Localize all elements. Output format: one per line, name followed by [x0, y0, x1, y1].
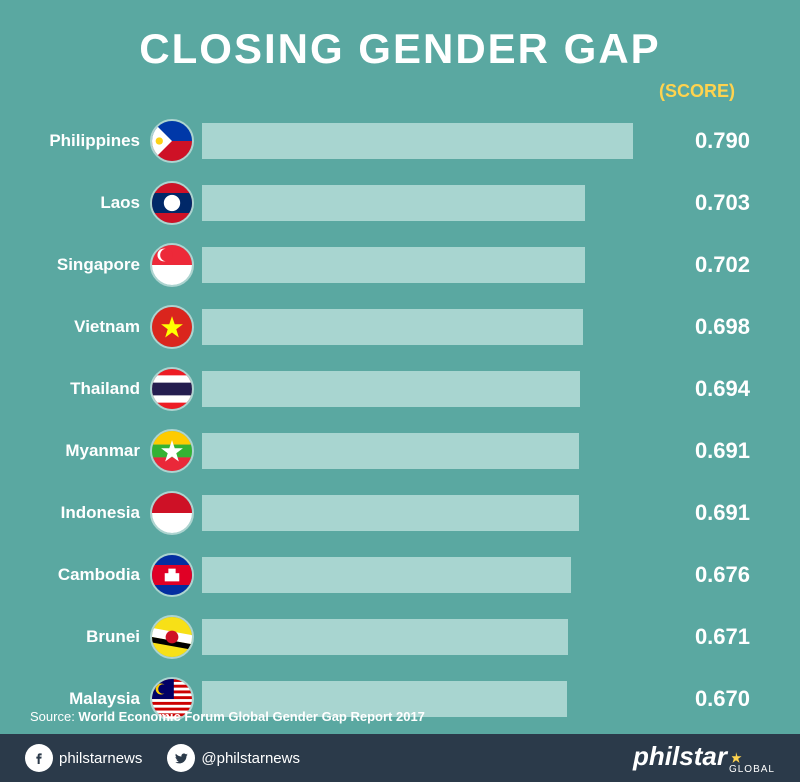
- country-label: Singapore: [40, 255, 150, 275]
- score-value: 0.790: [660, 128, 770, 154]
- country-label: Cambodia: [40, 565, 150, 585]
- country-label: Philippines: [40, 131, 150, 151]
- score-value: 0.691: [660, 438, 770, 464]
- bar-fill: [202, 247, 585, 283]
- flag-icon: [150, 553, 194, 597]
- source-name: World Economic Forum Global Gender Gap R…: [78, 709, 425, 724]
- source-citation: Source: World Economic Forum Global Gend…: [30, 709, 425, 724]
- country-label: Vietnam: [40, 317, 150, 337]
- score-value: 0.698: [660, 314, 770, 340]
- chart-row: Cambodia 0.676: [40, 546, 770, 604]
- score-value: 0.676: [660, 562, 770, 588]
- bar-fill: [202, 309, 583, 345]
- chart-row: Indonesia 0.691: [40, 484, 770, 542]
- bar-fill: [202, 433, 579, 469]
- flag-icon: [150, 305, 194, 349]
- score-value: 0.670: [660, 686, 770, 712]
- bar-fill: [202, 123, 633, 159]
- country-label: Indonesia: [40, 503, 150, 523]
- star-icon: [729, 751, 743, 765]
- twitter-handle: @philstarnews: [201, 750, 300, 767]
- bar-track: [202, 309, 660, 345]
- flag-icon: [150, 243, 194, 287]
- score-header-label: (SCORE): [30, 81, 770, 102]
- country-label: Laos: [40, 193, 150, 213]
- country-label: Brunei: [40, 627, 150, 647]
- footer-bar: philstarnews @philstarnews philstar GLOB…: [0, 734, 800, 782]
- country-label: Thailand: [40, 379, 150, 399]
- chart-rows: Philippines 0.790 Laos 0.703 Singapore 0.702 V…: [30, 112, 770, 728]
- bar-track: [202, 247, 660, 283]
- chart-row: Myanmar 0.691: [40, 422, 770, 480]
- bar-fill: [202, 371, 580, 407]
- logo-sub-text: GLOBAL: [729, 765, 775, 775]
- score-value: 0.671: [660, 624, 770, 650]
- bar-fill: [202, 185, 585, 221]
- chart-row: Brunei 0.671: [40, 608, 770, 666]
- flag-icon: [150, 615, 194, 659]
- bar-track: [202, 557, 660, 593]
- country-label: Myanmar: [40, 441, 150, 461]
- bar-fill: [202, 557, 571, 593]
- logo-sub-wrap: GLOBAL: [727, 751, 775, 775]
- bar-track: [202, 433, 660, 469]
- chart-row: Laos 0.703: [40, 174, 770, 232]
- flag-icon: [150, 367, 194, 411]
- score-value: 0.703: [660, 190, 770, 216]
- flag-icon: [150, 429, 194, 473]
- twitter-link[interactable]: @philstarnews: [167, 744, 300, 772]
- bar-track: [202, 371, 660, 407]
- facebook-handle: philstarnews: [59, 750, 142, 767]
- flag-icon: [150, 181, 194, 225]
- flag-icon: [150, 119, 194, 163]
- source-label: Source:: [30, 709, 78, 724]
- bar-track: [202, 185, 660, 221]
- score-value: 0.702: [660, 252, 770, 278]
- score-value: 0.694: [660, 376, 770, 402]
- bar-fill: [202, 619, 568, 655]
- bar-track: [202, 495, 660, 531]
- infographic-container: CLOSING GENDER GAP (SCORE) Philippines 0.…: [0, 0, 800, 782]
- bar-track: [202, 123, 660, 159]
- facebook-icon: [25, 744, 53, 772]
- bar-fill: [202, 495, 579, 531]
- philstar-logo: philstar GLOBAL: [633, 741, 775, 775]
- chart-title: CLOSING GENDER GAP: [30, 25, 770, 73]
- country-label: Malaysia: [40, 689, 150, 709]
- chart-row: Singapore 0.702: [40, 236, 770, 294]
- flag-icon: [150, 491, 194, 535]
- bar-track: [202, 619, 660, 655]
- score-value: 0.691: [660, 500, 770, 526]
- facebook-link[interactable]: philstarnews: [25, 744, 142, 772]
- chart-row: Vietnam 0.698: [40, 298, 770, 356]
- chart-row: Thailand 0.694: [40, 360, 770, 418]
- chart-row: Philippines 0.790: [40, 112, 770, 170]
- logo-main-text: philstar: [633, 741, 727, 772]
- twitter-icon: [167, 744, 195, 772]
